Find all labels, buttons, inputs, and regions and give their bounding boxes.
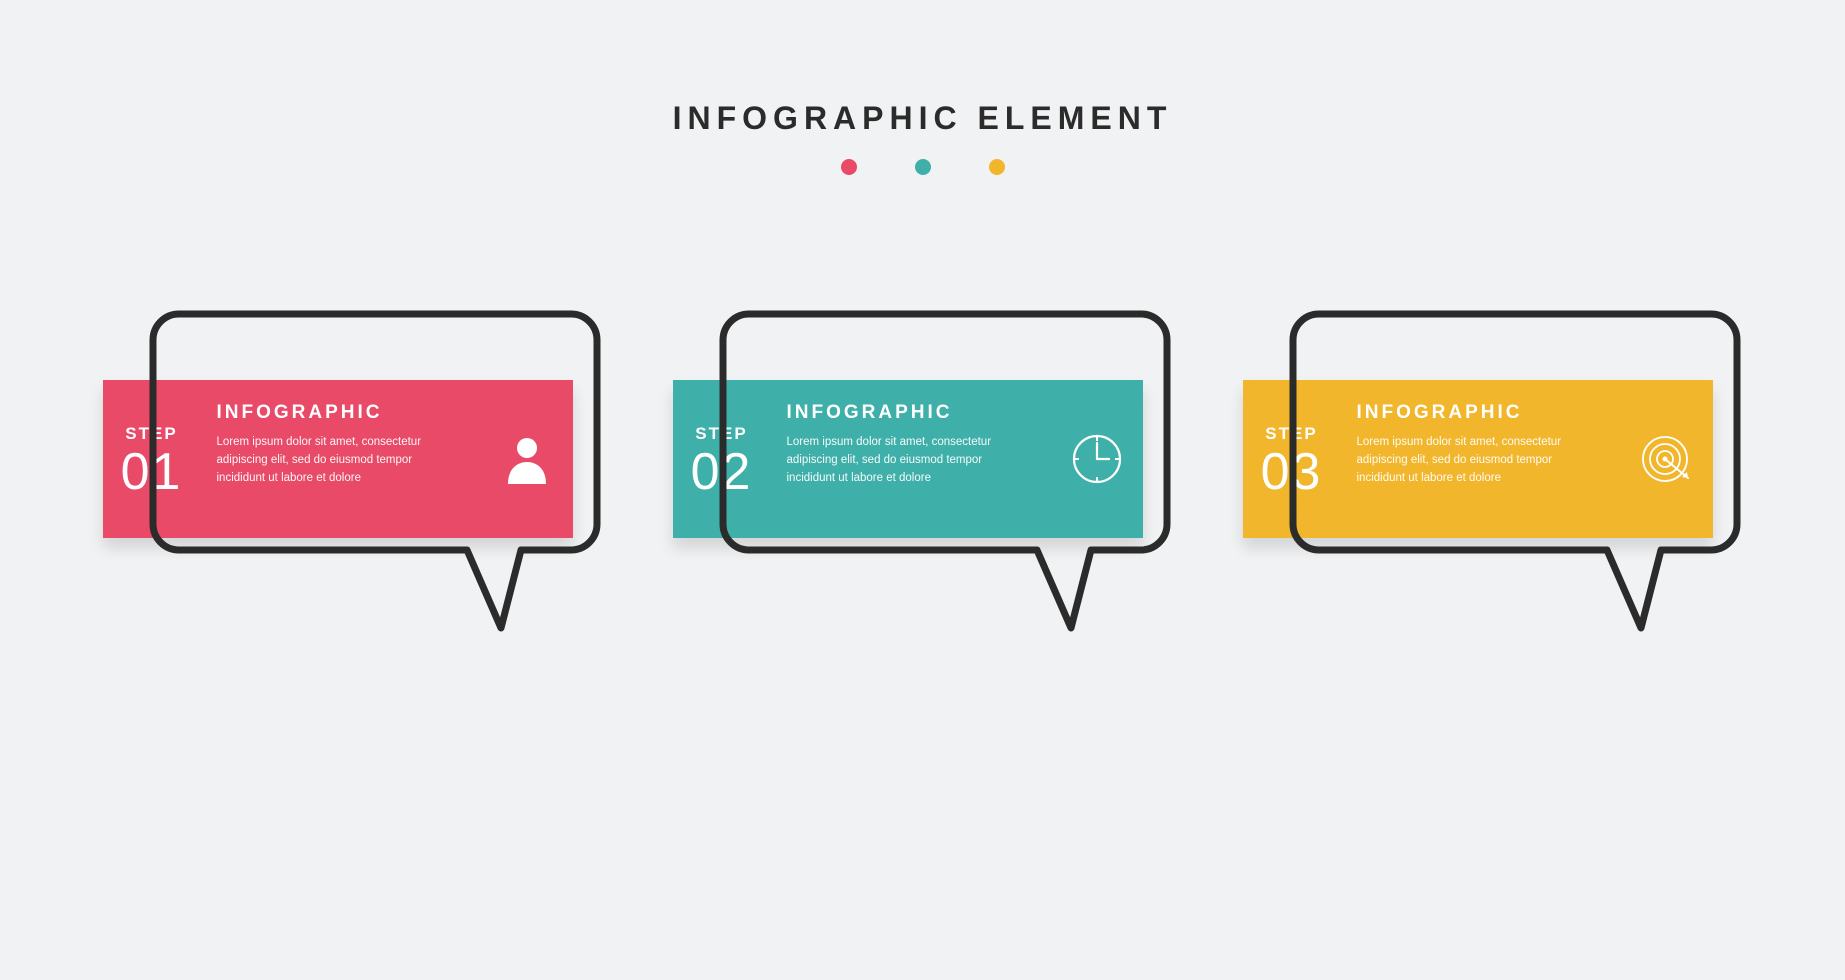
accent-dots-row	[0, 159, 1845, 175]
steps-row: STEP 01 INFOGRAPHIC Lorem ipsum dolor si…	[0, 310, 1845, 640]
step-number-block: STEP 01	[103, 380, 201, 538]
accent-dot	[989, 159, 1005, 175]
step-bar: STEP 03 INFOGRAPHIC Lorem ipsum dolor si…	[1243, 380, 1713, 538]
step-icon-slot	[481, 380, 573, 538]
step-heading: INFOGRAPHIC	[1357, 402, 1609, 424]
step-icon-slot	[1621, 380, 1713, 538]
step-heading: INFOGRAPHIC	[217, 402, 469, 424]
step-card: STEP 03 INFOGRAPHIC Lorem ipsum dolor si…	[1243, 310, 1743, 640]
step-label: STEP	[695, 424, 747, 444]
step-body: INFOGRAPHIC Lorem ipsum dolor sit amet, …	[201, 380, 481, 538]
step-body: INFOGRAPHIC Lorem ipsum dolor sit amet, …	[1341, 380, 1621, 538]
infographic-canvas: INFOGRAPHIC ELEMENT STEP 01 INFOGRAPHIC …	[0, 0, 1845, 980]
step-number: 01	[121, 446, 183, 498]
target-icon	[1640, 432, 1694, 486]
step-number-block: STEP 03	[1243, 380, 1341, 538]
accent-dot	[841, 159, 857, 175]
step-number-block: STEP 02	[673, 380, 771, 538]
step-icon-slot	[1051, 380, 1143, 538]
step-card: STEP 01 INFOGRAPHIC Lorem ipsum dolor si…	[103, 310, 603, 640]
step-label: STEP	[1265, 424, 1317, 444]
step-description: Lorem ipsum dolor sit amet, consectetur …	[217, 434, 447, 487]
clock-icon	[1071, 433, 1123, 485]
step-bar: STEP 01 INFOGRAPHIC Lorem ipsum dolor si…	[103, 380, 573, 538]
main-title: INFOGRAPHIC ELEMENT	[0, 100, 1845, 137]
step-number: 03	[1261, 446, 1323, 498]
step-description: Lorem ipsum dolor sit amet, consectetur …	[787, 434, 1017, 487]
step-body: INFOGRAPHIC Lorem ipsum dolor sit amet, …	[771, 380, 1051, 538]
header: INFOGRAPHIC ELEMENT	[0, 100, 1845, 175]
step-number: 02	[691, 446, 753, 498]
step-card: STEP 02 INFOGRAPHIC Lorem ipsum dolor si…	[673, 310, 1173, 640]
step-label: STEP	[125, 424, 177, 444]
user-icon	[504, 434, 550, 484]
step-bar: STEP 02 INFOGRAPHIC Lorem ipsum dolor si…	[673, 380, 1143, 538]
accent-dot	[915, 159, 931, 175]
step-heading: INFOGRAPHIC	[787, 402, 1039, 424]
step-description: Lorem ipsum dolor sit amet, consectetur …	[1357, 434, 1587, 487]
